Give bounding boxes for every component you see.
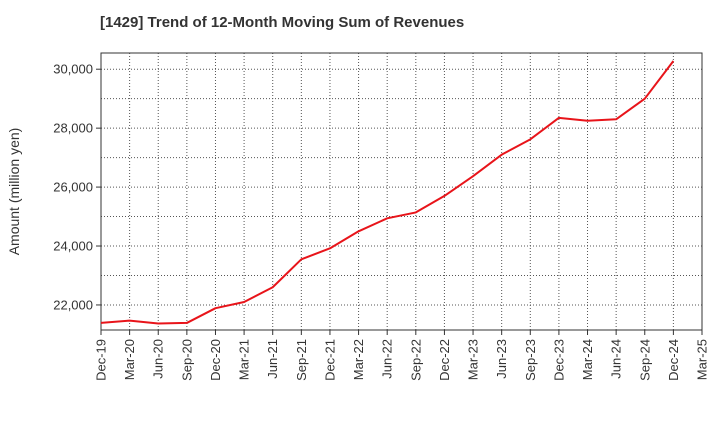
x-tick-label: Dec-21 [322, 339, 337, 381]
x-tick-label: Dec-20 [208, 339, 223, 381]
plot-area-frame [100, 52, 703, 331]
x-tick-label: Sep-24 [637, 339, 652, 381]
x-axis-ticks: Dec-19 Mar-20 Jun-20 Sep-20 Dec-20 Mar-21 Jun-… [94, 330, 710, 381]
x-tick-label: Dec-22 [437, 339, 452, 381]
x-tick-label: Mar-22 [351, 339, 366, 380]
x-tick-label: Mar-25 [695, 339, 710, 380]
x-tick-label: Mar-23 [466, 339, 481, 380]
x-tick-label: Dec-24 [666, 339, 681, 381]
x-tick-label: Dec-23 [551, 339, 566, 381]
chart-title: [1429] Trend of 12-Month Moving Sum of R… [100, 14, 465, 31]
x-tick-label: Sep-23 [523, 339, 538, 381]
series-layer [100, 60, 675, 325]
x-tick-label: Sep-20 [179, 339, 194, 381]
x-tick-label: Jun-23 [494, 339, 509, 379]
x-tick-label: Jun-20 [151, 339, 166, 379]
y-axis-label: Amount (million yen) [6, 128, 22, 256]
y-tick-label: 26,000 [53, 180, 93, 195]
x-tick-label: Dec-19 [94, 339, 109, 381]
x-tick-label: Mar-24 [580, 339, 595, 380]
x-tick-label: Sep-22 [408, 339, 423, 381]
x-tick-label: Mar-21 [237, 339, 252, 380]
y-tick-label: 24,000 [53, 239, 93, 254]
x-tick-label: Jun-22 [380, 339, 395, 379]
x-tick-label: Mar-20 [122, 339, 137, 380]
y-tick-label: 28,000 [53, 121, 93, 136]
y-tick-label: 22,000 [53, 297, 93, 312]
x-tick-label: Sep-21 [294, 339, 309, 381]
x-tick-label: Jun-24 [609, 339, 624, 379]
grid-lines [101, 53, 702, 330]
y-axis-ticks: 22,000 24,000 26,000 28,000 30,000 [53, 62, 101, 312]
x-tick-label: Jun-21 [265, 339, 280, 379]
y-tick-label: 30,000 [53, 62, 93, 77]
